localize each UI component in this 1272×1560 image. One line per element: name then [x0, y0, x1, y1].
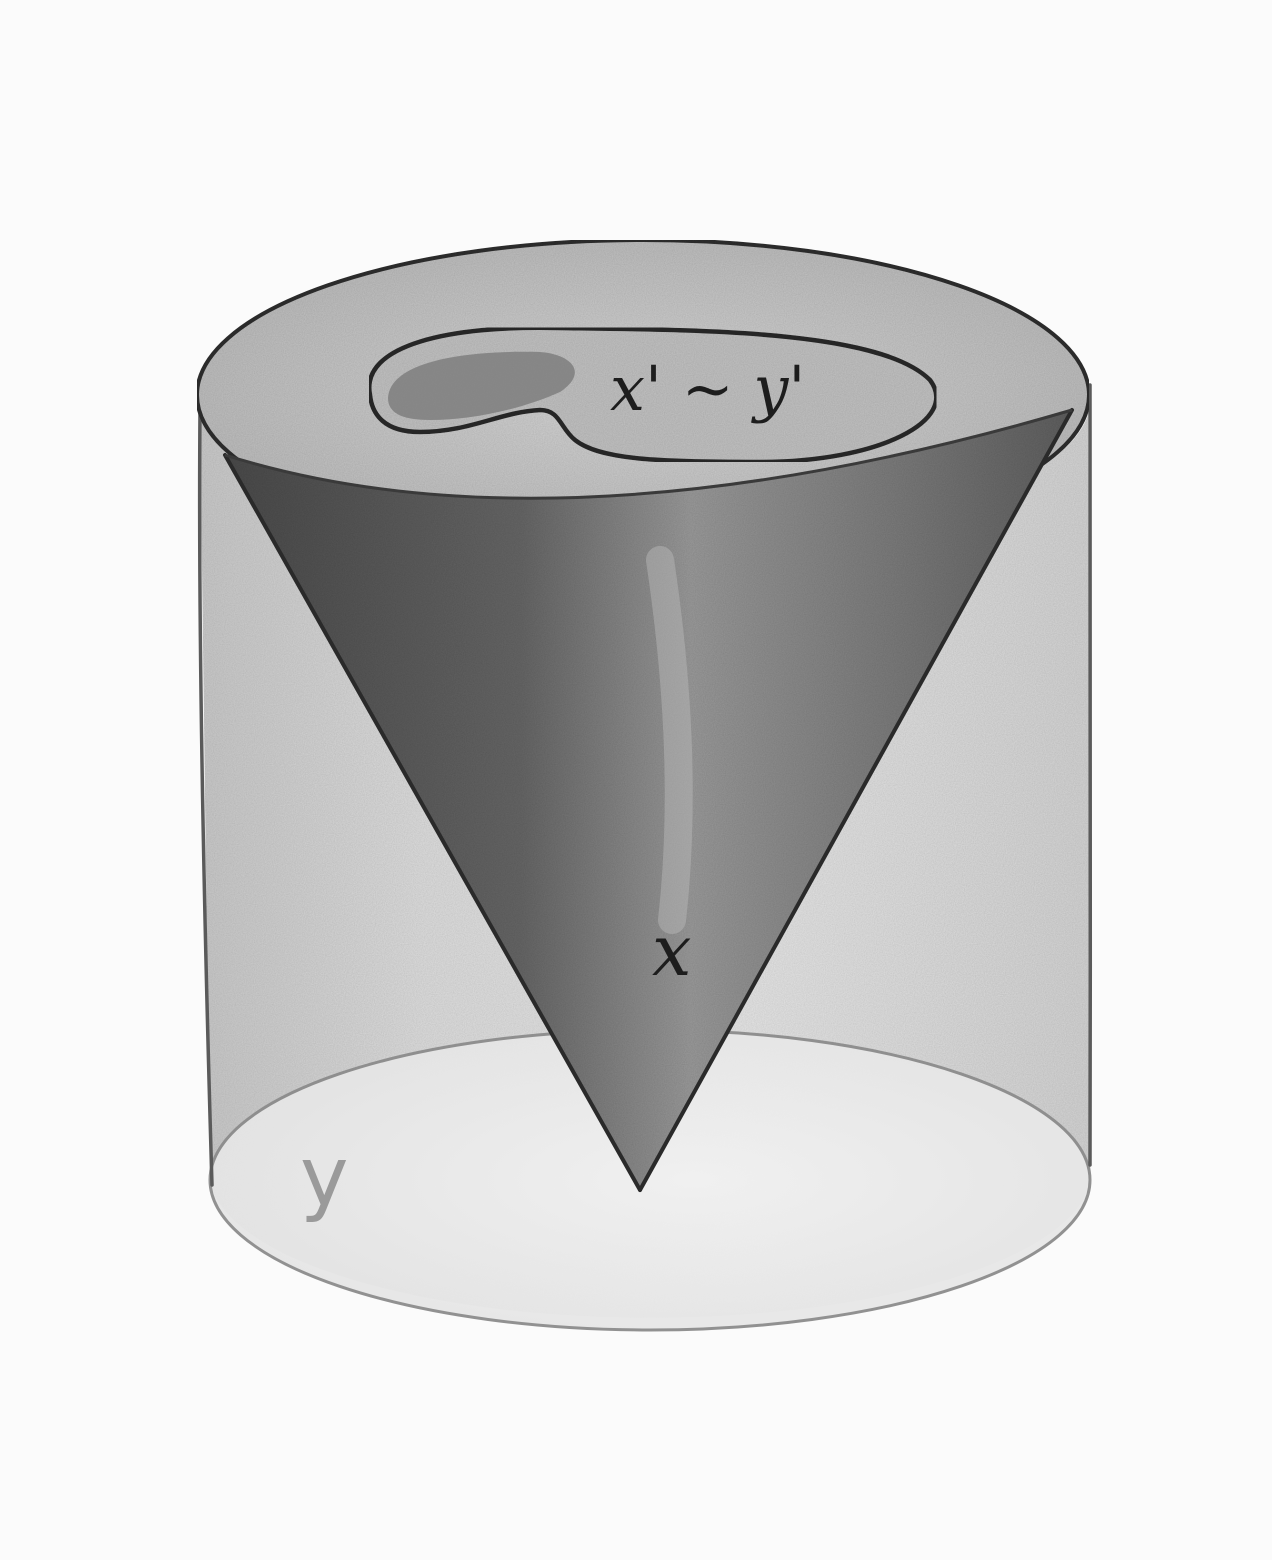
region-x-prime-y-prime: x' ~ y' [367, 325, 939, 465]
cylinder-left-edge [197, 408, 214, 1187]
cone [223, 408, 1074, 1192]
cylinder-label: y [300, 1130, 349, 1225]
region-blob-shading [388, 351, 575, 420]
cone-rim [224, 408, 1073, 500]
cone-right-edge [638, 408, 1074, 1192]
cone-surface [225, 410, 1072, 1190]
cone-left-edge [223, 453, 642, 1192]
cone-highlight [646, 546, 693, 934]
region-label: x' ~ y' [610, 352, 805, 425]
cone-label: x [652, 910, 691, 992]
cylinder-right-edge [1088, 383, 1093, 1167]
